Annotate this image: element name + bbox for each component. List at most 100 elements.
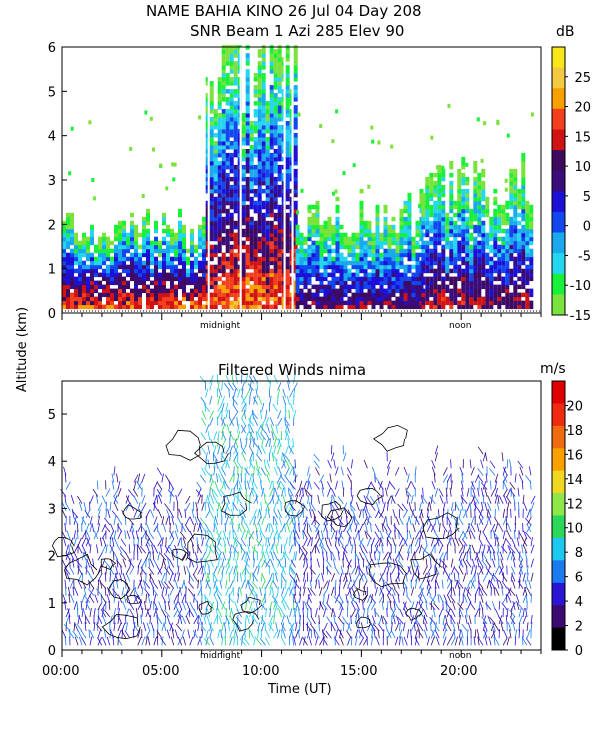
wind-barb xyxy=(269,495,275,504)
wind-barb xyxy=(249,572,252,582)
wind-barb xyxy=(261,516,265,526)
snr-cell xyxy=(158,304,162,310)
snr-cell xyxy=(285,224,290,230)
snr-cell xyxy=(509,296,514,302)
wind-barb xyxy=(185,516,191,526)
snr-cell xyxy=(273,196,278,202)
snr-cell xyxy=(249,184,254,190)
snr-cell xyxy=(265,184,270,190)
snr-cell xyxy=(437,284,442,290)
snr-cell xyxy=(221,188,226,194)
snr-cell xyxy=(339,280,344,286)
snr-cell xyxy=(437,224,442,230)
snr-cell xyxy=(375,224,380,230)
snr-cell xyxy=(213,272,218,278)
snr-cell xyxy=(285,168,290,174)
snr-cell xyxy=(273,304,278,310)
snr-cell xyxy=(437,168,442,174)
snr-cell xyxy=(433,220,438,226)
snr-cell xyxy=(122,240,126,246)
snr-cell xyxy=(335,244,340,250)
snr-cell xyxy=(311,204,316,210)
snr-cell xyxy=(146,220,150,226)
wind-barb xyxy=(259,586,262,596)
snr-cell xyxy=(245,121,250,126)
snr-cell xyxy=(182,232,186,238)
wind-barb xyxy=(219,489,227,497)
snr-cell xyxy=(441,204,446,210)
snr-cell xyxy=(249,180,254,186)
snr-cell xyxy=(126,264,130,270)
snr-cell xyxy=(138,272,142,278)
snr-cell xyxy=(253,256,258,262)
wind-barb xyxy=(253,395,256,405)
snr-cell xyxy=(118,272,122,278)
snr-cell xyxy=(213,196,218,202)
snr-cell xyxy=(261,77,266,82)
wind-barb xyxy=(217,565,222,575)
wind-barb xyxy=(156,636,159,646)
snr-cell xyxy=(162,248,166,254)
snr-cell xyxy=(441,256,446,262)
snr-cell xyxy=(202,220,206,226)
snr-cell xyxy=(221,264,226,270)
wind-barb xyxy=(181,545,187,554)
snr-cell xyxy=(411,248,416,254)
snr-cell xyxy=(257,156,262,162)
snr-cell xyxy=(285,248,290,254)
snr-cell xyxy=(106,240,110,246)
wind-barb xyxy=(76,607,79,618)
snr-cell xyxy=(469,216,474,222)
snr-cell xyxy=(70,284,74,290)
snr-cell xyxy=(146,232,150,238)
snr-cell xyxy=(82,260,86,266)
snr-cell xyxy=(213,145,218,150)
wind-barb xyxy=(63,623,71,632)
snr-cell xyxy=(457,212,462,218)
wind-barb xyxy=(213,573,219,582)
wind-barb xyxy=(210,438,215,448)
wind-barb xyxy=(125,502,131,511)
snr-cell xyxy=(158,280,162,286)
wind-barb xyxy=(188,609,195,618)
snr-cell xyxy=(433,228,438,234)
snr-cell xyxy=(66,300,70,306)
snr-cell xyxy=(277,172,282,178)
snr-cell xyxy=(497,216,502,222)
snr-cell xyxy=(94,244,98,250)
snr-cell xyxy=(241,208,246,214)
snr-cell xyxy=(335,288,340,294)
wind-barb xyxy=(193,608,199,618)
wind-barb xyxy=(182,601,187,611)
snr-cell xyxy=(355,304,360,310)
snr-cell xyxy=(78,304,82,310)
snr-cell xyxy=(273,109,278,114)
snr-cell xyxy=(521,252,526,258)
snr-cell xyxy=(477,304,482,310)
snr-cell xyxy=(150,256,154,262)
snr-cell xyxy=(261,288,266,294)
snr-cell xyxy=(303,296,308,302)
snr-cell xyxy=(319,248,324,254)
snr-cell xyxy=(509,240,514,246)
wind-barb xyxy=(72,630,79,639)
snr-cell xyxy=(327,224,332,230)
snr-cell xyxy=(525,300,530,306)
wind-barb xyxy=(233,622,235,632)
snr-cell xyxy=(529,288,534,294)
snr-cell xyxy=(481,268,486,274)
snr-cell xyxy=(213,133,218,138)
snr-cell xyxy=(319,232,324,238)
snr-cell xyxy=(469,300,474,306)
wind-barb xyxy=(165,537,167,547)
snr-cell xyxy=(285,180,290,186)
snr-cell xyxy=(505,288,510,294)
snr-cell xyxy=(465,248,470,254)
wind-barb xyxy=(319,537,324,547)
snr-cell xyxy=(233,292,238,298)
wind-barb xyxy=(237,509,243,519)
snr-cell xyxy=(449,280,454,286)
wind-barb xyxy=(161,537,164,547)
wind-barb xyxy=(270,424,274,434)
snr-cell xyxy=(359,300,364,306)
